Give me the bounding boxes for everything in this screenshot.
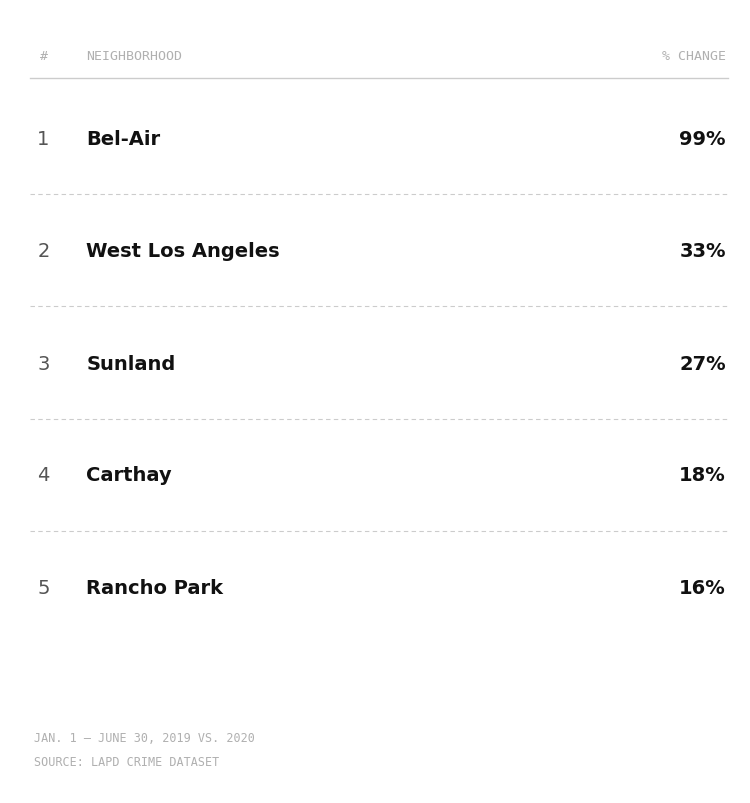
Text: Carthay: Carthay [86,466,172,485]
Text: SOURCE: LAPD CRIME DATASET: SOURCE: LAPD CRIME DATASET [34,755,219,768]
Text: 3: 3 [38,354,50,373]
Text: West Los Angeles: West Los Angeles [86,242,280,261]
Text: 18%: 18% [680,466,726,485]
Text: 5: 5 [38,578,50,597]
Text: #: # [40,50,47,63]
Text: 2: 2 [38,242,50,261]
Text: % CHANGE: % CHANGE [662,50,726,63]
Text: NEIGHBORHOOD: NEIGHBORHOOD [86,50,182,63]
Text: 16%: 16% [680,578,726,597]
Text: Bel-Air: Bel-Air [86,129,160,149]
Text: 99%: 99% [680,129,726,149]
Text: 1: 1 [38,129,50,149]
Text: JAN. 1 – JUNE 30, 2019 VS. 2020: JAN. 1 – JUNE 30, 2019 VS. 2020 [34,731,254,744]
Text: Sunland: Sunland [86,354,176,373]
Text: 27%: 27% [680,354,726,373]
Text: 4: 4 [38,466,50,485]
Text: Rancho Park: Rancho Park [86,578,224,597]
Text: 33%: 33% [680,242,726,261]
